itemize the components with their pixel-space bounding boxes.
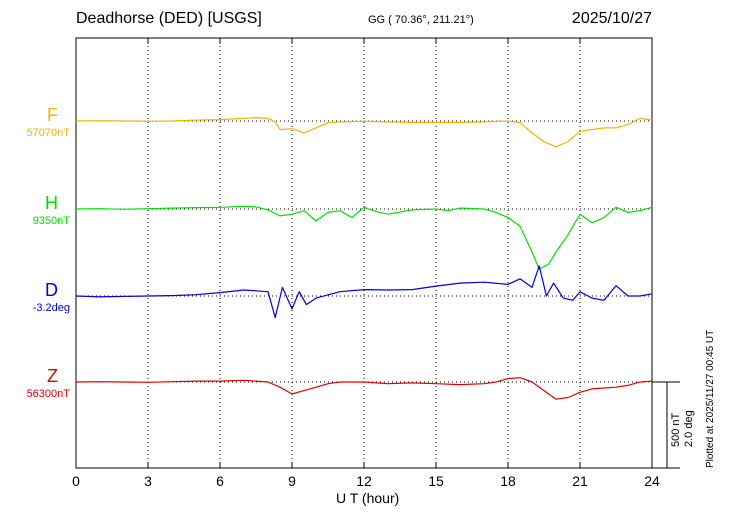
series-line-F [75,116,653,148]
plotted-timestamp: Plotted at 2025/11/27 00:45 UT [705,329,716,468]
series-baseline-D: -3.2deg [32,302,70,314]
x-axis-label: U T (hour) [336,490,400,506]
x-tick-label-5: 15 [428,473,444,489]
series-baseline-H: 9350nT [32,215,70,227]
date-label: 2025/10/27 [571,10,652,27]
x-tick-label-3: 9 [288,473,296,489]
x-axis-ticks: 0 3 6 9 12 15 18 21 24 [72,38,660,489]
grid-lines [147,38,581,468]
series-name-D: D [45,280,58,300]
data-traces [75,116,653,400]
x-tick-label-4: 12 [356,473,372,489]
scale-bar [652,381,680,469]
series-baseline-F: 57070nT [26,127,70,139]
series-line-H [75,205,653,270]
scale-nt-label: 500 nT [670,412,682,447]
series-name-H: H [45,193,58,213]
baseline-lines [76,120,680,383]
station-coordinates: GG ( 70.36°, 211.21°) [368,14,474,26]
x-tick-label-2: 6 [216,473,224,489]
series-line-Z [75,377,653,400]
x-tick-label-7: 21 [572,473,588,489]
x-tick-label-0: 0 [72,473,80,489]
series-name-Z: Z [47,366,58,386]
scale-deg-label: 2.0 deg [683,410,695,447]
station-title: Deadhorse (DED) [USGS] [76,10,262,27]
series-baseline-Z: 56300nT [26,388,70,400]
x-tick-label-6: 18 [500,473,516,489]
series-line-D [75,265,653,319]
x-tick-label-8: 24 [644,473,660,489]
series-name-F: F [47,105,58,125]
x-tick-label-1: 3 [144,473,152,489]
